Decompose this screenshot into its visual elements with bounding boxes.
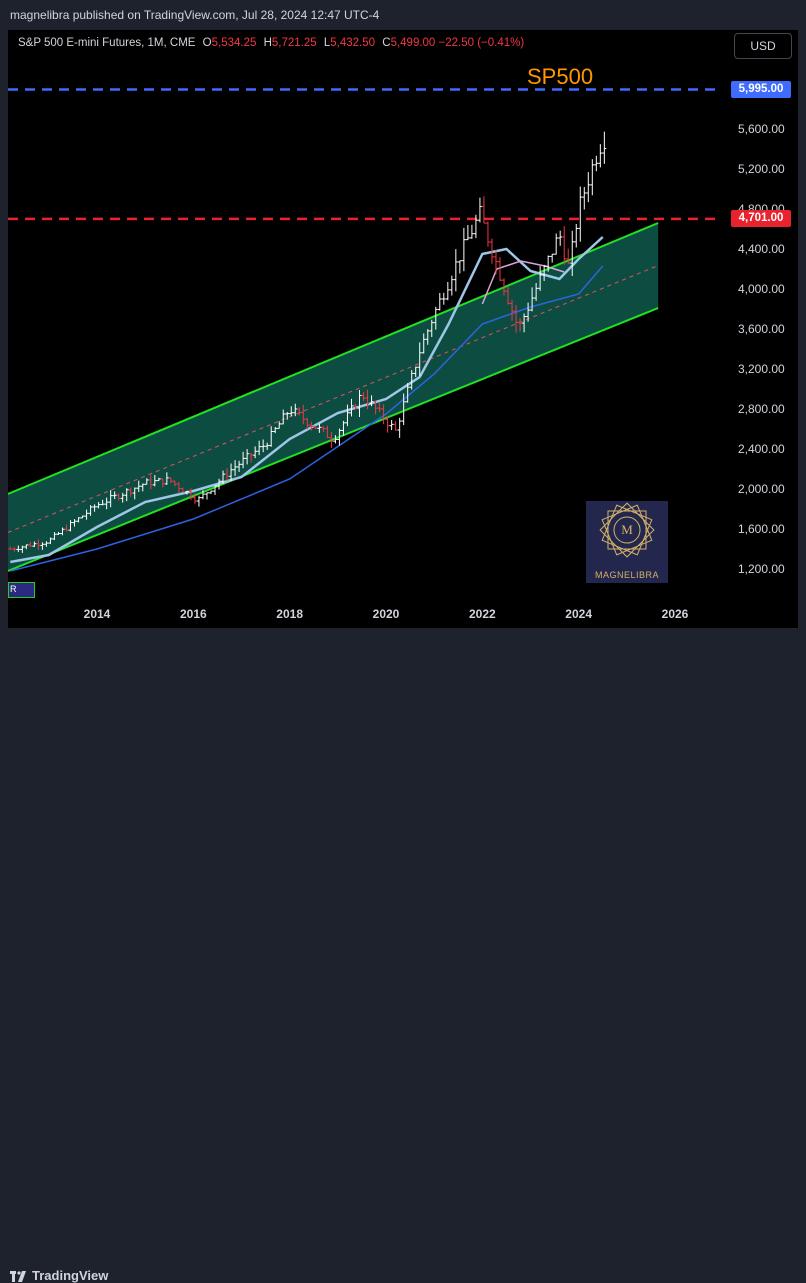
- symbol-name: S&P 500 E-mini Futures, 1M, CME: [18, 37, 196, 49]
- price-tag-0: 5,995.00: [731, 81, 791, 98]
- low-key: L: [323, 37, 331, 49]
- currency-button[interactable]: USD: [734, 33, 792, 59]
- price-scale[interactable]: [721, 30, 798, 598]
- y-tick-7: 4,000.00: [738, 282, 785, 296]
- close-value: 5,499.00: [390, 37, 436, 49]
- star-emblem-icon: [599, 502, 655, 558]
- x-tick-6: 2026: [661, 607, 689, 621]
- y-tick-8: 4,400.00: [738, 242, 785, 256]
- channel-midline: [8, 265, 659, 533]
- price-chart: [8, 88, 721, 572]
- high-value: 5,721.25: [271, 37, 317, 49]
- time-scale[interactable]: [8, 598, 721, 628]
- tradingview-brand: TradingView: [32, 1268, 109, 1283]
- x-tick-3: 2020: [372, 607, 400, 621]
- logo-monogram: M: [621, 522, 633, 537]
- low-value: 5,432.50: [330, 37, 376, 49]
- y-tick-6: 3,600.00: [738, 322, 785, 336]
- y-tick-10: 5,200.00: [738, 162, 785, 176]
- tradingview-logo[interactable]: TradingView: [10, 1268, 108, 1283]
- change-value: −22.50 (−0.41%): [438, 37, 525, 49]
- x-tick-0: 2014: [83, 607, 111, 621]
- x-tick-5: 2024: [565, 607, 593, 621]
- moving-average-2: [481, 260, 565, 305]
- publish-info: magnelibra published on TradingView.com,…: [10, 8, 380, 22]
- logo-wordmark: MAGNELIBRA: [594, 570, 659, 580]
- y-tick-1: 1,600.00: [738, 522, 785, 536]
- y-tick-2: 2,000.00: [738, 482, 785, 496]
- channel-fill: [8, 223, 659, 571]
- scale-corner: [721, 598, 798, 628]
- channel-lower-line: [8, 307, 659, 572]
- x-tick-4: 2022: [468, 607, 496, 621]
- sp500-annotation: SP500: [527, 64, 594, 89]
- mini-label-box: R: [8, 582, 35, 598]
- magnelibra-logo: M: [586, 501, 668, 583]
- moving-average-1: [10, 265, 604, 572]
- plot-layer: [8, 88, 721, 572]
- close-key: C: [382, 37, 391, 49]
- channel-upper-line: [8, 222, 659, 495]
- y-tick-3: 2,400.00: [738, 442, 785, 456]
- y-tick-11: 5,600.00: [738, 122, 785, 136]
- tradingview-mark-icon: [10, 1271, 26, 1283]
- y-tick-0: 1,200.00: [738, 562, 785, 576]
- bottom-bar: TradingView: [0, 630, 806, 1283]
- price-tag-1: 4,701.00: [731, 210, 791, 228]
- open-value: 5,534.25: [211, 37, 257, 49]
- high-key: H: [263, 37, 272, 49]
- x-tick-2: 2018: [276, 607, 304, 621]
- top-bar: magnelibra published on TradingView.com,…: [0, 0, 806, 30]
- open-key: O: [202, 37, 212, 49]
- y-tick-4: 2,800.00: [738, 402, 785, 416]
- y-tick-5: 3,200.00: [738, 362, 785, 376]
- x-tick-1: 2016: [179, 607, 207, 621]
- symbol-legend: S&P 500 E-mini Futures, 1M, CME O5,534.2…: [18, 37, 524, 49]
